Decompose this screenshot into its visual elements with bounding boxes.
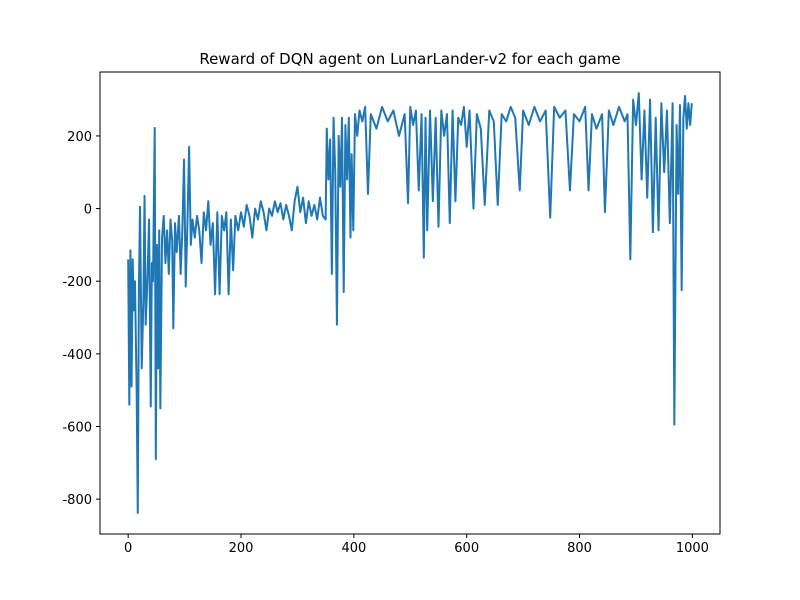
y-tick-label: 0 [84,203,92,218]
y-tick-label: 200 [67,130,92,145]
chart-title: Reward of DQN agent on LunarLander-v2 fo… [199,50,620,68]
y-tick-label: -400 [62,348,92,363]
x-tick-label: 0 [124,541,132,556]
x-tick-label: 200 [229,541,254,556]
y-tick-label: -200 [62,275,92,290]
y-tick-label: -600 [62,420,92,435]
line [127,92,693,514]
x-tick-label: 400 [341,541,366,556]
axes-frame [99,71,721,535]
x-tick-label: 800 [567,541,592,556]
x-tick-label: 600 [454,541,479,556]
y-tick-label: -800 [62,493,92,508]
x-tick-label: 1000 [676,541,709,556]
